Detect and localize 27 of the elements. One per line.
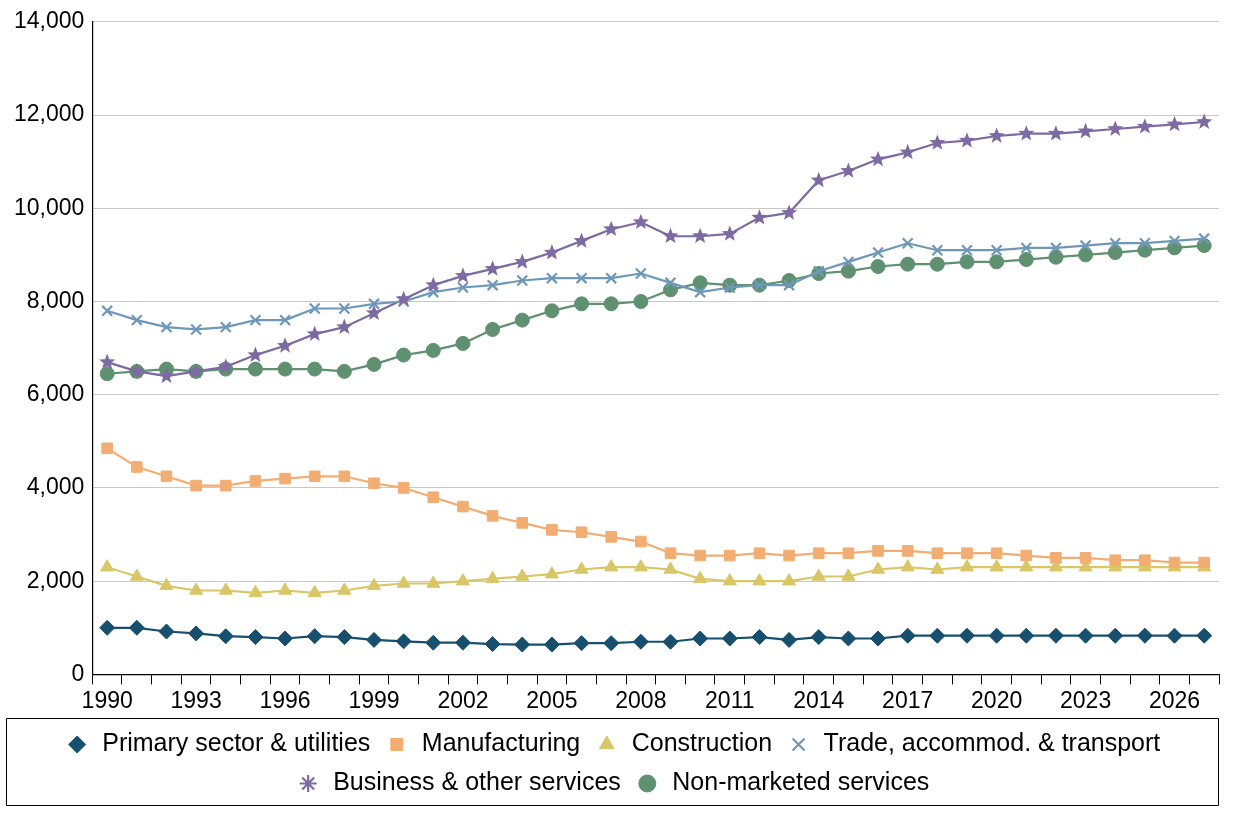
x-tick-label: 2017 [882,686,934,713]
y-tick-label: 8,000 [26,286,85,313]
legend-label: Trade, accommod. & transport [823,728,1161,757]
x-tick-label: 1999 [348,686,400,713]
x-tick-label: 1996 [259,686,311,713]
legend-label: Primary sector & utilities [102,728,371,757]
legend-label: Business & other services [333,767,621,796]
x-tick-label: 2002 [437,686,489,713]
x-tick-label: 2023 [1059,686,1112,713]
x-tick-label: 1993 [170,686,222,713]
y-tick-label: 12,000 [13,100,85,127]
x-tick-label: 2011 [705,686,755,713]
y-tick-label: 6,000 [26,380,85,407]
legend-label: Construction [631,728,773,757]
x-tick-label: 2026 [1148,686,1201,713]
legend-label: Manufacturing [421,728,581,757]
y-tick-label: 0 [71,659,85,686]
x-tick-label: 2008 [615,686,667,713]
y-tick-label: 4,000 [26,473,85,500]
legend-label: Non-marketed services [672,767,930,796]
x-tick-label: 1990 [81,686,133,713]
x-tick-label: 2014 [793,686,845,713]
x-tick-label: 2005 [526,686,578,713]
y-tick-label: 10,000 [13,193,85,220]
x-tick-label: 2020 [971,686,1023,713]
y-tick-label: 14,000 [13,7,85,34]
y-tick-label: 2,000 [26,566,85,593]
